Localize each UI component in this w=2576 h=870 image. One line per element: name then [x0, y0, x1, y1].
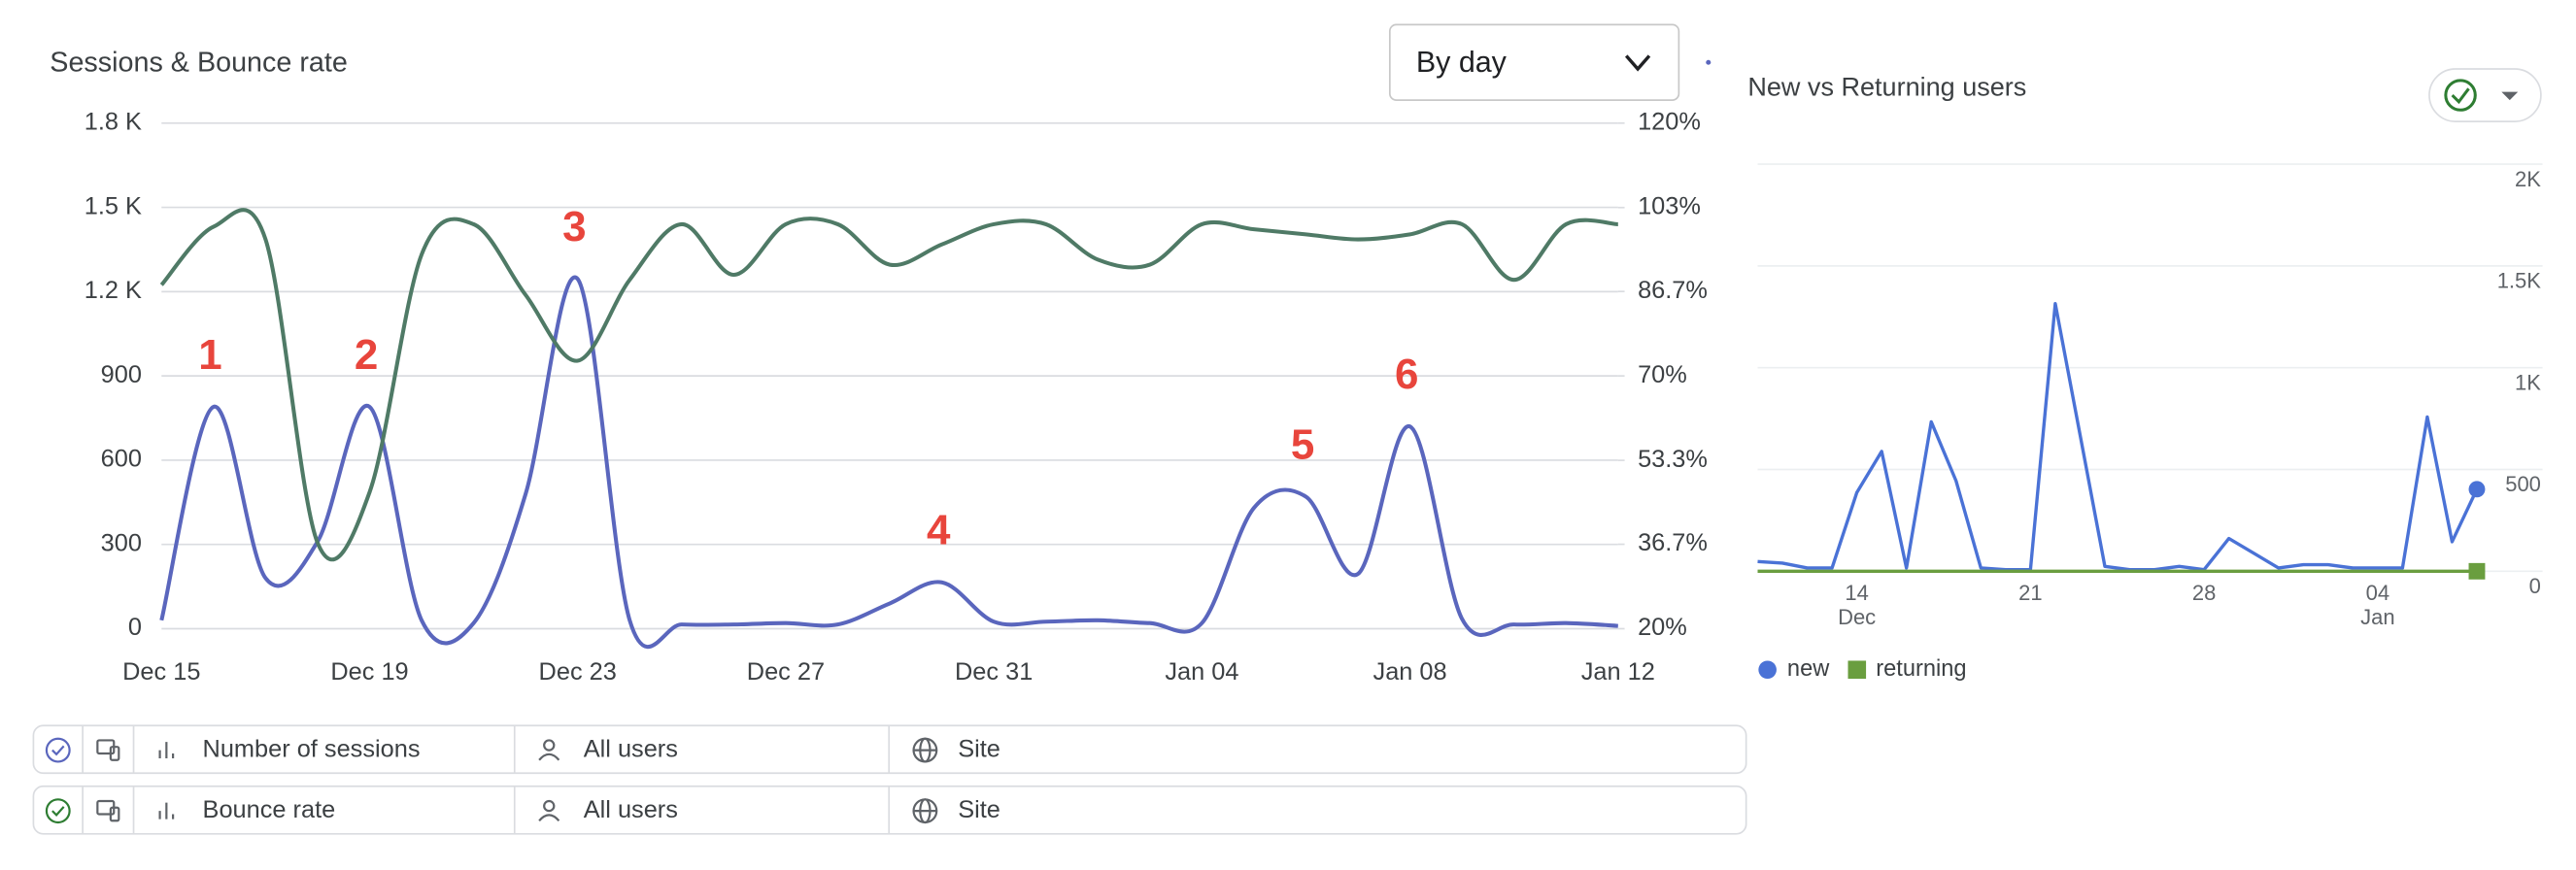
x-tick-label: 28 [2192, 581, 2216, 605]
x-tick-label: Dec 23 [539, 658, 617, 686]
y2-tick-label: 103% [1638, 192, 1701, 219]
metric-label: Number of sessions [203, 735, 421, 762]
x-group-label: Dec [1838, 605, 1876, 629]
visible-check [51, 745, 65, 756]
device-icon [109, 746, 120, 761]
y-tick-label: 1.2 K [85, 277, 142, 304]
y-tick-label: 0 [2529, 574, 2541, 598]
check-icon[interactable] [2444, 79, 2477, 112]
annotation: 1 [198, 331, 221, 379]
x-group-label: Jan [2360, 605, 2394, 629]
dot [1706, 59, 1712, 65]
annotation: 5 [1291, 420, 1314, 468]
x-tick-label: Dec 15 [122, 658, 200, 686]
y2-tick-label: 120% [1638, 108, 1701, 135]
x-tick-label: Jan 08 [1373, 658, 1447, 686]
series-line [159, 275, 1618, 650]
x-tick-label: Dec 19 [330, 658, 408, 686]
y-tick-label: 2K [2515, 167, 2541, 191]
legend-label[interactable]: new [1787, 656, 1830, 682]
y-tick-label: 500 [2505, 472, 2541, 496]
metric-label: Bounce rate [203, 796, 336, 823]
metric-icon [158, 802, 175, 820]
x-tick-label: 14 [1845, 581, 1868, 605]
chart-title: Sessions & Bounce rate [50, 48, 348, 79]
x-tick-label: Jan 04 [1165, 658, 1238, 686]
end-marker [2468, 481, 2486, 498]
y2-tick-label: 20% [1638, 614, 1687, 641]
granularity-dropdown[interactable]: By day [1388, 23, 1680, 101]
annotation: 6 [1395, 351, 1418, 398]
legend-label[interactable]: returning [1876, 656, 1966, 682]
legend-marker [1847, 660, 1867, 680]
series-line [1757, 301, 2479, 572]
user-icon [543, 739, 556, 752]
y2-tick-label: 70% [1638, 361, 1687, 388]
visible-icon [45, 798, 71, 824]
user-icon [538, 814, 560, 822]
annotation: 2 [355, 331, 378, 379]
y2-tick-label: 86.7% [1638, 277, 1708, 304]
x-tick-label: Dec 31 [955, 658, 1033, 686]
segment-rows: Number of sessions All users Site Bounce ra… [32, 724, 1747, 835]
y2-tick-label: 36.7% [1638, 529, 1708, 556]
toggle-arrow[interactable] [2501, 91, 2519, 101]
y-tick-label: 1.8 K [85, 108, 142, 135]
check-mark[interactable] [2451, 87, 2470, 105]
annotation: 3 [562, 203, 586, 251]
dropdown-label[interactable]: By day [1416, 46, 1508, 79]
dropdown-box[interactable] [1388, 23, 1680, 101]
dropdown-arrow[interactable] [1624, 54, 1651, 72]
y-tick-label: 1.5K [2497, 269, 2542, 293]
end-marker [2468, 562, 2486, 580]
user-icon [543, 799, 556, 813]
scope-label: Site [958, 735, 1000, 762]
x-tick-label: 04 [2366, 581, 2390, 605]
metric-toggle[interactable] [2428, 68, 2542, 122]
x-tick-label: Jan 12 [1581, 658, 1655, 686]
y-tick-label: 600 [101, 446, 142, 473]
device-icon [109, 806, 120, 822]
metric-icon [158, 742, 175, 759]
y-tick-label: 1K [2515, 370, 2541, 394]
y-tick-label: 900 [101, 361, 142, 388]
visible-icon [45, 737, 71, 763]
user-icon [538, 753, 560, 761]
legend-marker [1758, 660, 1777, 680]
series-line [159, 208, 1618, 562]
scope-label: Site [958, 796, 1000, 823]
visible-check [51, 806, 65, 817]
y-tick-label: 300 [101, 529, 142, 556]
audience-label: All users [584, 796, 678, 823]
x-tick-label: Dec 27 [747, 658, 825, 686]
y2-tick-label: 53.3% [1638, 446, 1708, 473]
annotation: 4 [927, 507, 951, 554]
audience-label: All users [584, 735, 678, 762]
right-legend: new returning [1758, 656, 1967, 682]
y-tick-label: 1.5 K [85, 192, 142, 219]
x-tick-label: 21 [2018, 581, 2042, 605]
y-tick-label: 0 [128, 614, 142, 641]
chart-title: New vs Returning users [1747, 72, 2026, 101]
